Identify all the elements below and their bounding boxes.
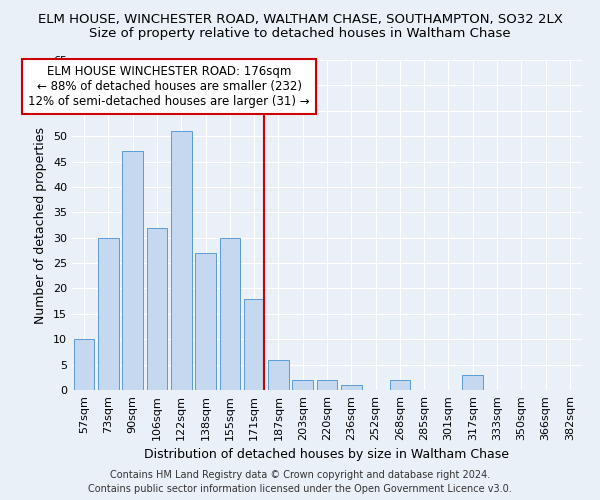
Text: ELM HOUSE, WINCHESTER ROAD, WALTHAM CHASE, SOUTHAMPTON, SO32 2LX: ELM HOUSE, WINCHESTER ROAD, WALTHAM CHAS… [38, 12, 562, 26]
X-axis label: Distribution of detached houses by size in Waltham Chase: Distribution of detached houses by size … [145, 448, 509, 461]
Text: ELM HOUSE WINCHESTER ROAD: 176sqm
← 88% of detached houses are smaller (232)
12%: ELM HOUSE WINCHESTER ROAD: 176sqm ← 88% … [28, 65, 310, 108]
Bar [195, 253, 216, 390]
Bar [220, 238, 240, 390]
Bar [463, 375, 483, 390]
Bar [389, 380, 410, 390]
Bar [244, 298, 265, 390]
Bar [268, 360, 289, 390]
Bar [122, 152, 143, 390]
Bar [146, 228, 167, 390]
Bar [292, 380, 313, 390]
Bar [341, 385, 362, 390]
Y-axis label: Number of detached properties: Number of detached properties [34, 126, 47, 324]
Bar [98, 238, 119, 390]
Text: Contains HM Land Registry data © Crown copyright and database right 2024.
Contai: Contains HM Land Registry data © Crown c… [88, 470, 512, 494]
Bar [171, 131, 191, 390]
Text: Size of property relative to detached houses in Waltham Chase: Size of property relative to detached ho… [89, 28, 511, 40]
Bar [317, 380, 337, 390]
Bar [74, 339, 94, 390]
